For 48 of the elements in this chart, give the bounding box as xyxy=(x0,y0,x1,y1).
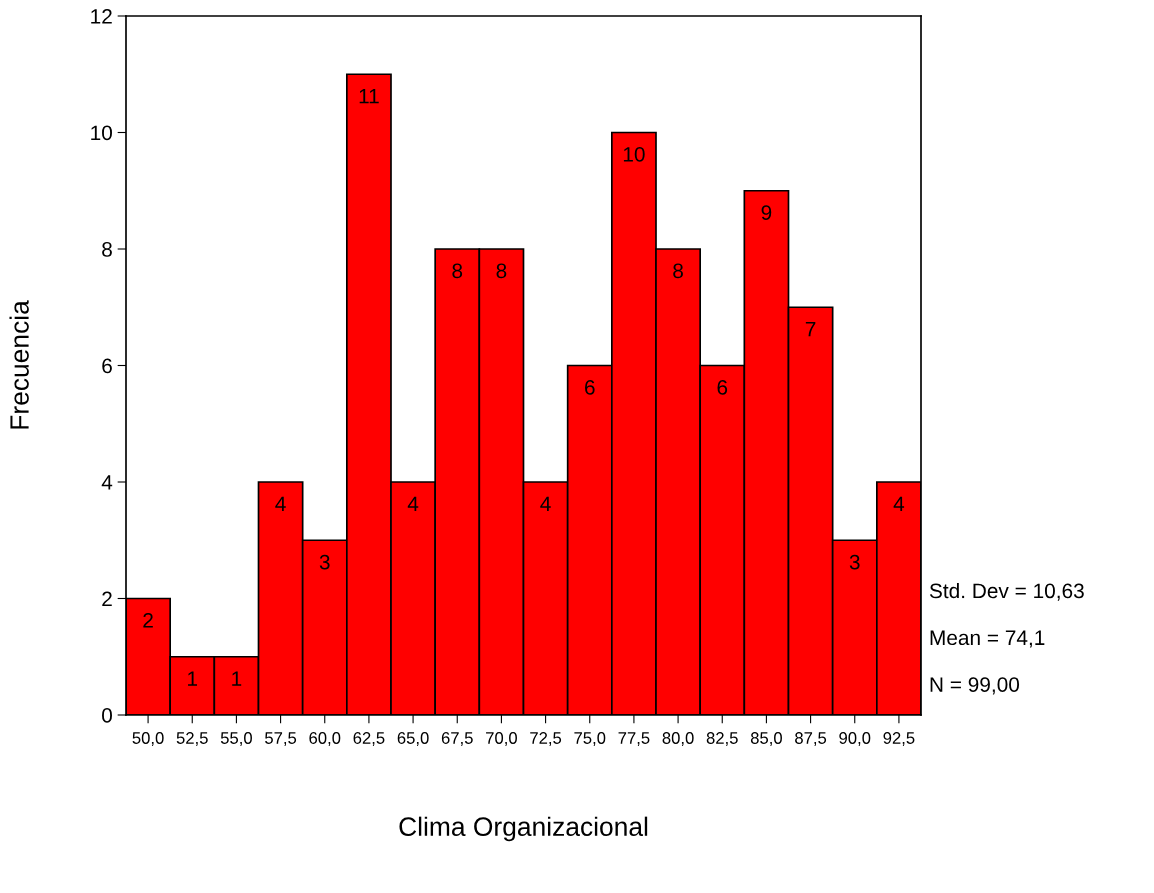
x-tick-label: 80,0 xyxy=(662,732,694,746)
data-label: 6 xyxy=(717,379,728,395)
data-label: 8 xyxy=(496,263,507,279)
data-label: 10 xyxy=(623,146,645,162)
y-axis-title: Frecuencia xyxy=(9,300,29,429)
y-tick-label: 6 xyxy=(102,358,112,374)
data-label: 1 xyxy=(232,671,242,686)
x-tick-label: 70,0 xyxy=(486,732,517,746)
x-tick-label: 67,5 xyxy=(441,732,473,746)
data-label: 1 xyxy=(188,671,198,686)
x-tick-label: 90,0 xyxy=(839,732,871,746)
data-label: 7 xyxy=(805,321,816,337)
text: Mean = 74,1 xyxy=(930,630,1045,648)
data-label: 4 xyxy=(275,496,286,512)
x-tick-label: 85,0 xyxy=(750,732,782,746)
y-tick-label: 4 xyxy=(101,475,113,490)
x-tick-label: 82,5 xyxy=(706,732,738,746)
x-tick-label: 57,5 xyxy=(265,732,297,746)
y-tick-label: 12 xyxy=(91,9,112,24)
x-tick-label: 52,5 xyxy=(176,732,208,746)
data-label: 2 xyxy=(143,612,153,628)
x-tick-label: 75,0 xyxy=(574,732,606,746)
data-label: 8 xyxy=(673,263,683,279)
y-tick-label: 2 xyxy=(102,591,112,607)
data-label: 3 xyxy=(849,554,860,570)
x-tick-label: 87,5 xyxy=(795,732,827,746)
data-label: 4 xyxy=(407,496,419,512)
y-tick-label: 0 xyxy=(102,708,112,723)
x-tick-label: 65,0 xyxy=(397,732,429,746)
data-label: 6 xyxy=(585,379,595,395)
x-tick-label: 77,5 xyxy=(618,732,650,746)
data-label: 3 xyxy=(319,554,330,570)
text: N = 99,00 xyxy=(930,677,1020,695)
x-tick-label: 55,0 xyxy=(220,732,252,746)
x-axis-title: Clima Organizacional xyxy=(399,816,648,842)
data-label: 8 xyxy=(452,263,463,279)
data-label: 11 xyxy=(359,88,379,104)
x-tick-label: 92,5 xyxy=(883,732,915,746)
x-tick-label: 72,5 xyxy=(530,732,562,746)
y-tick-label: 10 xyxy=(91,125,112,141)
y-tick-label: 8 xyxy=(102,242,112,257)
data-label: 9 xyxy=(761,205,772,220)
x-tick-label: 60,0 xyxy=(309,732,341,746)
data-label: 4 xyxy=(540,496,551,512)
text: Std. Dev = 10,63 xyxy=(929,582,1084,601)
data-label: 4 xyxy=(893,496,905,512)
x-tick-label: 50,0 xyxy=(132,732,164,746)
x-tick-label: 62,5 xyxy=(353,732,385,746)
